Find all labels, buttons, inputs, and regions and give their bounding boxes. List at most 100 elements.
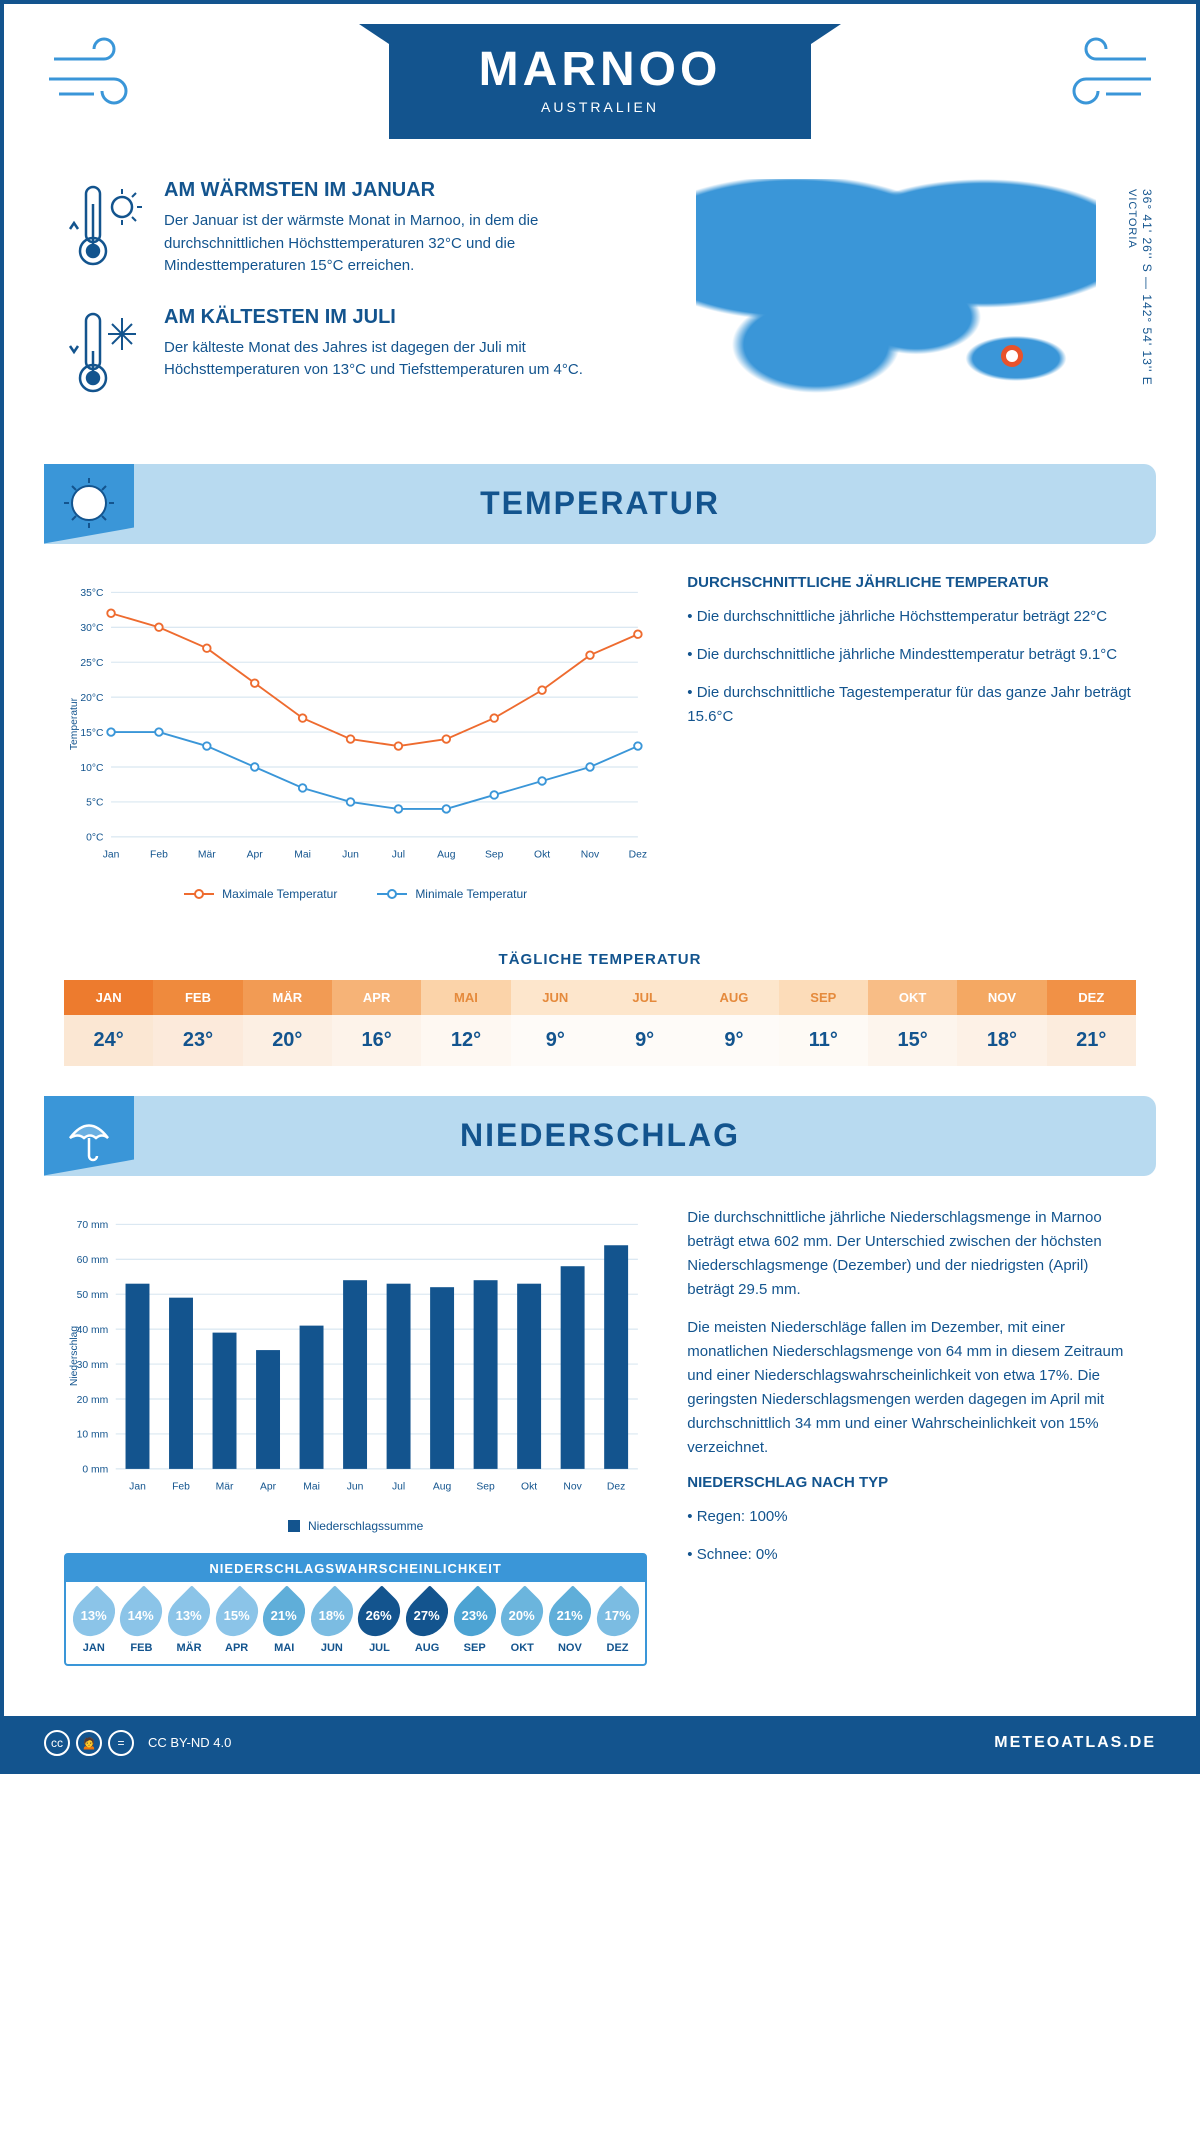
intro-section: AM WÄRMSTEN IM JANUAR Der Januar ist der… bbox=[4, 149, 1196, 454]
probability-drop: 18%JUN bbox=[308, 1592, 356, 1654]
probability-drop: 21%NOV bbox=[546, 1592, 594, 1654]
svg-text:Nov: Nov bbox=[581, 849, 600, 860]
legend-min: Minimale Temperatur bbox=[415, 887, 527, 901]
temp-cell: SEP11° bbox=[779, 980, 868, 1066]
svg-text:15°C: 15°C bbox=[80, 727, 104, 738]
warmest-block: AM WÄRMSTEN IM JANUAR Der Januar ist der… bbox=[64, 179, 656, 278]
svg-text:Okt: Okt bbox=[534, 849, 550, 860]
wind-icon bbox=[44, 34, 154, 114]
temp-cell: OKT15° bbox=[868, 980, 957, 1066]
warmest-title: AM WÄRMSTEN IM JANUAR bbox=[164, 179, 656, 202]
temp-cell: JAN24° bbox=[64, 980, 153, 1066]
probability-drop: 23%SEP bbox=[451, 1592, 499, 1654]
region-label: VICTORIA bbox=[1126, 189, 1138, 249]
coordinates: 36° 41' 26'' S — 142° 54' 13'' E bbox=[1140, 189, 1154, 386]
precipitation-title: NIEDERSCHLAG bbox=[134, 1117, 1156, 1154]
chart-legend: Niederschlagssumme bbox=[64, 1519, 647, 1533]
thermometer-cold-icon bbox=[64, 306, 144, 396]
temp-bullet: • Die durchschnittliche jährliche Mindes… bbox=[687, 643, 1136, 667]
temp-cell: MÄR20° bbox=[243, 980, 332, 1066]
temp-cell: JUL9° bbox=[600, 980, 689, 1066]
svg-text:Jan: Jan bbox=[103, 849, 120, 860]
svg-text:Temperatur: Temperatur bbox=[69, 697, 80, 750]
chart-legend: Maximale Temperatur Minimale Temperatur bbox=[64, 887, 647, 901]
location-marker bbox=[1001, 345, 1023, 367]
svg-text:70 mm: 70 mm bbox=[77, 1220, 109, 1231]
svg-text:0 mm: 0 mm bbox=[82, 1464, 108, 1475]
temp-cell: AUG9° bbox=[689, 980, 778, 1066]
precip-type-title: NIEDERSCHLAG NACH TYP bbox=[687, 1474, 1136, 1491]
temp-bullet: • Die durchschnittliche jährliche Höchst… bbox=[687, 605, 1136, 629]
svg-text:Niederschlag: Niederschlag bbox=[69, 1325, 80, 1386]
precip-paragraph: Die meisten Niederschläge fallen im Deze… bbox=[687, 1316, 1136, 1460]
temp-cell: DEZ21° bbox=[1047, 980, 1136, 1066]
legend-max: Maximale Temperatur bbox=[222, 887, 337, 901]
svg-text:Okt: Okt bbox=[521, 1481, 537, 1492]
temperature-line-chart: 0°C 5°C 10°C 15°C 20°C 25°C 30°C 35°C Jan Feb Mär A… bbox=[64, 574, 647, 874]
probability-drop: 26%JUL bbox=[356, 1592, 404, 1654]
svg-text:10 mm: 10 mm bbox=[77, 1429, 109, 1440]
svg-text:Mär: Mär bbox=[198, 849, 216, 860]
page-subtitle: AUSTRALIEN bbox=[479, 99, 722, 115]
legend-precip: Niederschlagssumme bbox=[308, 1519, 423, 1533]
svg-text:Jun: Jun bbox=[347, 1481, 364, 1492]
probability-drop: 27%AUG bbox=[403, 1592, 451, 1654]
svg-text:Nov: Nov bbox=[563, 1481, 582, 1492]
svg-text:35°C: 35°C bbox=[80, 588, 104, 599]
svg-text:Aug: Aug bbox=[437, 849, 456, 860]
probability-drop: 17%DEZ bbox=[594, 1592, 642, 1654]
svg-text:Jun: Jun bbox=[342, 849, 359, 860]
svg-text:40 mm: 40 mm bbox=[77, 1324, 109, 1335]
probability-drop: 20%OKT bbox=[498, 1592, 546, 1654]
precipitation-header: NIEDERSCHLAG bbox=[44, 1096, 1156, 1176]
world-map bbox=[696, 179, 1096, 409]
probability-drop: 13%JAN bbox=[70, 1592, 118, 1654]
svg-text:Feb: Feb bbox=[172, 1481, 190, 1492]
precipitation-bar-chart: 0 mm10 mm20 mm30 mm40 mm50 mm60 mm70 mmJ… bbox=[64, 1206, 647, 1506]
svg-text:Mai: Mai bbox=[303, 1481, 320, 1492]
coldest-block: AM KÄLTESTEN IM JULI Der kälteste Monat … bbox=[64, 306, 656, 396]
svg-text:Jul: Jul bbox=[392, 849, 405, 860]
temp-cell: NOV18° bbox=[957, 980, 1046, 1066]
temperature-header: TEMPERATUR bbox=[44, 464, 1156, 544]
svg-text:Dez: Dez bbox=[607, 1481, 625, 1492]
svg-text:Apr: Apr bbox=[260, 1481, 277, 1492]
svg-text:Mai: Mai bbox=[294, 849, 311, 860]
daily-temp-title: TÄGLICHE TEMPERATUR bbox=[4, 951, 1196, 968]
svg-text:Sep: Sep bbox=[485, 849, 504, 860]
wind-icon bbox=[1046, 34, 1156, 114]
license-text: CC BY-ND 4.0 bbox=[148, 1735, 231, 1750]
umbrella-icon bbox=[62, 1108, 117, 1163]
cc-icons: cc🙍= bbox=[44, 1730, 134, 1756]
thermometer-hot-icon bbox=[64, 179, 144, 269]
temp-bullet: • Die durchschnittliche Tagestemperatur … bbox=[687, 681, 1136, 729]
svg-text:30 mm: 30 mm bbox=[77, 1359, 109, 1370]
probability-drop: 14%FEB bbox=[118, 1592, 166, 1654]
header: MARNOO AUSTRALIEN bbox=[4, 4, 1196, 149]
warmest-text: Der Januar ist der wärmste Monat in Marn… bbox=[164, 210, 656, 278]
svg-text:30°C: 30°C bbox=[80, 622, 104, 633]
coldest-title: AM KÄLTESTEN IM JULI bbox=[164, 306, 656, 329]
sun-icon bbox=[62, 476, 117, 531]
svg-text:5°C: 5°C bbox=[86, 797, 104, 808]
world-map-container: VICTORIA 36° 41' 26'' S — 142° 54' 13'' … bbox=[696, 179, 1136, 424]
probability-drop: 21%MAI bbox=[260, 1592, 308, 1654]
page-title: MARNOO bbox=[479, 42, 722, 97]
svg-text:Mär: Mär bbox=[216, 1481, 234, 1492]
temp-cell: APR16° bbox=[332, 980, 421, 1066]
svg-text:Feb: Feb bbox=[150, 849, 168, 860]
footer: cc🙍= CC BY-ND 4.0 METEOATLAS.DE bbox=[4, 1716, 1196, 1770]
svg-text:Jan: Jan bbox=[129, 1481, 146, 1492]
probability-title: NIEDERSCHLAGSWAHRSCHEINLICHKEIT bbox=[66, 1555, 645, 1582]
temp-cell: FEB23° bbox=[153, 980, 242, 1066]
svg-text:0°C: 0°C bbox=[86, 832, 104, 843]
svg-text:20°C: 20°C bbox=[80, 692, 104, 703]
svg-text:10°C: 10°C bbox=[80, 762, 104, 773]
svg-text:Sep: Sep bbox=[476, 1481, 495, 1492]
site-name: METEOATLAS.DE bbox=[994, 1734, 1156, 1752]
svg-text:Apr: Apr bbox=[247, 849, 264, 860]
probability-box: NIEDERSCHLAGSWAHRSCHEINLICHKEIT 13%JAN14… bbox=[64, 1553, 647, 1666]
svg-text:25°C: 25°C bbox=[80, 657, 104, 668]
probability-drop: 13%MÄR bbox=[165, 1592, 213, 1654]
title-banner: MARNOO AUSTRALIEN bbox=[389, 24, 812, 139]
